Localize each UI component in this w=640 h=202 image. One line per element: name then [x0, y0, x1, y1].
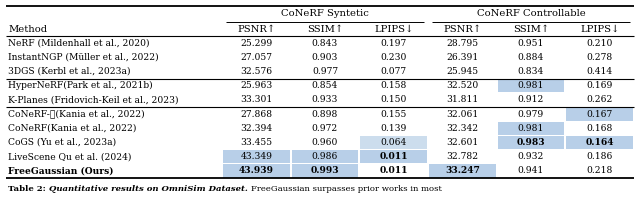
Text: 0.150: 0.150 — [380, 95, 407, 104]
Text: FreeGaussian (Ours): FreeGaussian (Ours) — [8, 166, 113, 175]
Text: 0.993: 0.993 — [310, 166, 339, 175]
Text: 0.912: 0.912 — [518, 95, 544, 104]
Text: 25.299: 25.299 — [240, 39, 273, 48]
Text: 32.601: 32.601 — [446, 138, 479, 147]
Bar — [292, 150, 358, 163]
Text: 0.169: 0.169 — [586, 81, 613, 90]
Text: 0.064: 0.064 — [381, 138, 407, 147]
Bar — [223, 164, 290, 178]
Text: 25.945: 25.945 — [446, 67, 478, 76]
Text: CoNeRF Syntetic: CoNeRF Syntetic — [281, 9, 369, 19]
Text: 0.218: 0.218 — [586, 166, 613, 175]
Text: 28.795: 28.795 — [446, 39, 478, 48]
Text: 0.262: 0.262 — [586, 95, 613, 104]
Text: 32.061: 32.061 — [446, 110, 479, 119]
Text: 0.977: 0.977 — [312, 67, 338, 76]
Text: 0.164: 0.164 — [586, 138, 614, 147]
Bar — [223, 150, 290, 163]
Text: PSNR↑: PSNR↑ — [444, 24, 481, 34]
Bar — [360, 136, 427, 149]
Text: 0.414: 0.414 — [587, 67, 612, 76]
Text: 0.158: 0.158 — [380, 81, 407, 90]
Text: 43.349: 43.349 — [241, 152, 273, 161]
Text: 31.811: 31.811 — [446, 95, 479, 104]
Text: 0.933: 0.933 — [312, 95, 338, 104]
Text: CoGS (Yu et al., 2023a): CoGS (Yu et al., 2023a) — [8, 138, 116, 147]
Text: 0.898: 0.898 — [312, 110, 338, 119]
Text: 43.939: 43.939 — [239, 166, 274, 175]
Text: 26.391: 26.391 — [446, 53, 479, 62]
Text: 32.576: 32.576 — [240, 67, 273, 76]
Text: 0.854: 0.854 — [312, 81, 338, 90]
Text: PSNR↑: PSNR↑ — [237, 24, 275, 34]
Text: NeRF (Mildenhall et al., 2020): NeRF (Mildenhall et al., 2020) — [8, 39, 150, 48]
Text: 0.951: 0.951 — [518, 39, 544, 48]
Text: Method: Method — [8, 24, 47, 34]
Text: 32.394: 32.394 — [240, 124, 273, 133]
Text: 27.868: 27.868 — [240, 110, 273, 119]
Text: K-Planes (Fridovich-Keil et al., 2023): K-Planes (Fridovich-Keil et al., 2023) — [8, 95, 179, 104]
Text: 0.941: 0.941 — [518, 166, 544, 175]
Text: CoNeRF Controllable: CoNeRF Controllable — [477, 9, 586, 19]
Text: LPIPS↓: LPIPS↓ — [580, 24, 620, 34]
Text: 0.834: 0.834 — [518, 67, 544, 76]
Text: LPIPS↓: LPIPS↓ — [374, 24, 413, 34]
Bar — [429, 164, 495, 178]
Text: 0.230: 0.230 — [380, 53, 407, 62]
Text: 0.979: 0.979 — [518, 110, 544, 119]
Text: 0.168: 0.168 — [586, 124, 613, 133]
Text: 0.981: 0.981 — [518, 81, 544, 90]
Text: 0.186: 0.186 — [586, 152, 613, 161]
Text: 33.247: 33.247 — [445, 166, 480, 175]
Text: Table 2:: Table 2: — [8, 185, 49, 193]
Text: 3DGS (Kerbl et al., 2023a): 3DGS (Kerbl et al., 2023a) — [8, 67, 131, 76]
Bar — [566, 136, 633, 149]
Bar — [498, 136, 564, 149]
Text: 27.057: 27.057 — [241, 53, 273, 62]
Text: 0.197: 0.197 — [381, 39, 407, 48]
Text: 0.843: 0.843 — [312, 39, 338, 48]
Text: 0.077: 0.077 — [381, 67, 407, 76]
Text: InstantNGP (Müller et al., 2022): InstantNGP (Müller et al., 2022) — [8, 53, 159, 62]
Text: 25.963: 25.963 — [240, 81, 273, 90]
Bar — [566, 107, 633, 121]
Text: 0.903: 0.903 — [312, 53, 338, 62]
Text: 0.932: 0.932 — [518, 152, 544, 161]
Text: 0.167: 0.167 — [586, 110, 612, 119]
Text: SSIM↑: SSIM↑ — [513, 24, 549, 34]
Text: HyperNeRF(Park et al., 2021b): HyperNeRF(Park et al., 2021b) — [8, 81, 152, 90]
Bar — [292, 164, 358, 178]
Text: 0.983: 0.983 — [516, 138, 545, 147]
Text: SSIM↑: SSIM↑ — [307, 24, 343, 34]
Text: 0.139: 0.139 — [380, 124, 407, 133]
Text: 0.981: 0.981 — [518, 124, 544, 133]
Bar — [498, 79, 564, 92]
Text: 0.960: 0.960 — [312, 138, 338, 147]
Bar — [360, 150, 427, 163]
Text: Quantitative results on OmniSim Dataset.: Quantitative results on OmniSim Dataset. — [49, 185, 251, 193]
Text: 33.455: 33.455 — [240, 138, 273, 147]
Bar — [498, 122, 564, 135]
Text: 0.011: 0.011 — [380, 152, 408, 161]
Text: FreeGaussian surpasses prior works in most: FreeGaussian surpasses prior works in mo… — [251, 185, 442, 193]
Text: CoNeRF(Kania et al., 2022): CoNeRF(Kania et al., 2022) — [8, 124, 136, 133]
Text: 0.210: 0.210 — [586, 39, 613, 48]
Text: 32.342: 32.342 — [446, 124, 478, 133]
Text: CoNeRF-ℳ(Kania et al., 2022): CoNeRF-ℳ(Kania et al., 2022) — [8, 110, 145, 119]
Text: 0.986: 0.986 — [312, 152, 338, 161]
Text: 33.301: 33.301 — [240, 95, 273, 104]
Text: 32.520: 32.520 — [446, 81, 479, 90]
Text: 32.782: 32.782 — [446, 152, 478, 161]
Text: 0.972: 0.972 — [312, 124, 338, 133]
Text: 0.011: 0.011 — [380, 166, 408, 175]
Text: LiveScene Qu et al. (2024): LiveScene Qu et al. (2024) — [8, 152, 131, 161]
Text: 0.278: 0.278 — [586, 53, 612, 62]
Text: 0.155: 0.155 — [380, 110, 407, 119]
Text: 0.884: 0.884 — [518, 53, 544, 62]
